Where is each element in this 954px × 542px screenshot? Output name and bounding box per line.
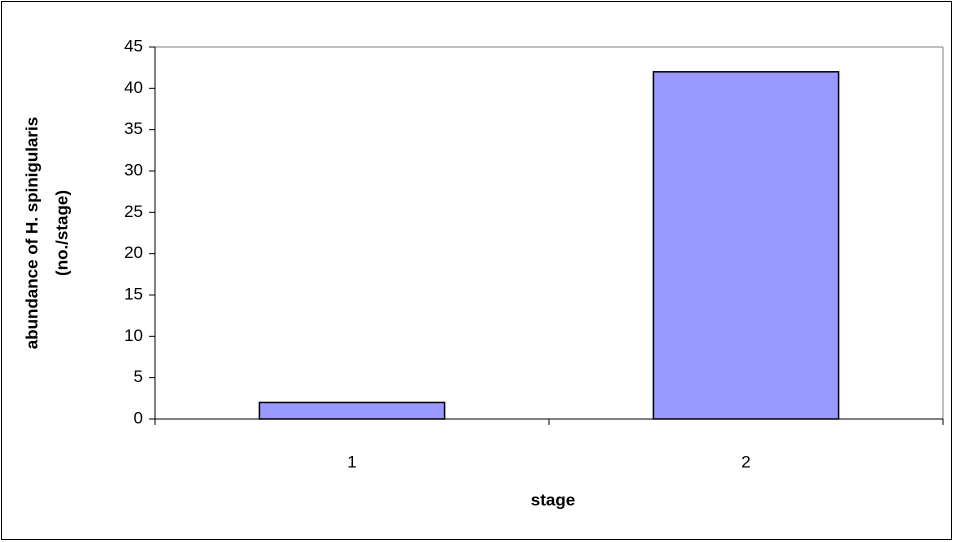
y-tick-label: 15: [124, 284, 143, 303]
y-tick-label: 35: [124, 119, 143, 138]
bar: [258, 401, 446, 420]
x-tick-label: 1: [347, 452, 356, 471]
y-tick-label: 40: [124, 78, 143, 97]
y-tick-label: 25: [124, 202, 143, 221]
y-axis-label-line: abundance of H. spinigularis: [22, 117, 41, 349]
y-tick-label: 10: [124, 326, 143, 345]
y-tick-label: 20: [124, 243, 143, 262]
y-tick-label: 30: [124, 160, 143, 179]
y-tick-label: 45: [124, 36, 143, 55]
y-axis-label: abundance of H. spinigularis (no./stage): [22, 117, 71, 349]
x-tick-label: 2: [741, 452, 750, 471]
x-axis-label: stage: [531, 490, 575, 509]
bar: [652, 71, 840, 420]
y-axis-label-line: (no./stage): [52, 190, 71, 276]
y-tick-label: 0: [134, 408, 143, 427]
y-tick-label: 5: [134, 367, 143, 386]
